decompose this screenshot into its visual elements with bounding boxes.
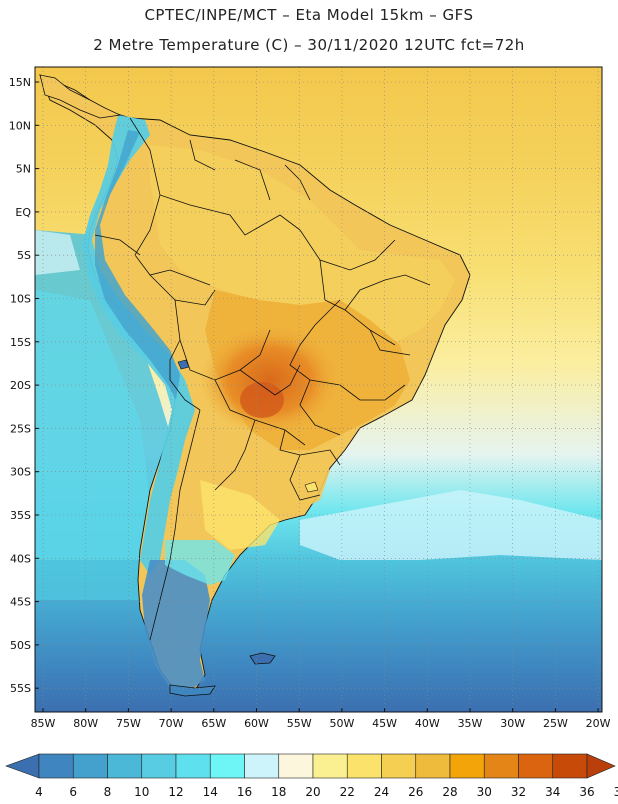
lat-label: EQ <box>15 206 31 219</box>
hottest-spot <box>240 382 284 418</box>
lon-label: 30W <box>500 717 525 730</box>
hottest-core <box>200 325 340 435</box>
colorbar-swatch <box>552 753 588 779</box>
lon-label: 55W <box>287 717 312 730</box>
lat-label: 5N <box>16 163 31 176</box>
patagonia-transition-zone <box>165 540 235 585</box>
chart-subtitle: 2 Metre Temperature (C) – 30/11/2020 12U… <box>93 36 525 54</box>
lat-label: 55S <box>10 682 31 695</box>
lon-label: 60W <box>244 717 269 730</box>
colorbar-swatch <box>449 753 485 779</box>
colorbar-label: 36 <box>579 785 594 799</box>
longitude-labels: 85W 80W 75W 70W 65W 60W 55W 50W 45W 40W 35W 30W 25W 2… <box>31 708 611 730</box>
lat-label: 5S <box>17 249 31 262</box>
country-borders <box>94 117 431 641</box>
colorbar-swatch <box>72 753 108 779</box>
lon-label: 65W <box>201 717 226 730</box>
colorbar-label: 12 <box>168 785 183 799</box>
colorbar-swatch <box>107 753 143 779</box>
latitude-labels: 15N 10N 5N EQ 5S 10S 15S 20S 25S 30S 35S 40S 45S 50S 5… <box>9 76 39 695</box>
patagonia-cool-zone <box>142 560 210 690</box>
lat-label: 35S <box>10 509 31 522</box>
colorbar-swatch <box>346 753 382 779</box>
map-field <box>35 67 602 712</box>
lat-label: 25S <box>10 422 31 435</box>
colorbar-swatch <box>415 753 451 779</box>
colorbar-swatch <box>38 753 74 779</box>
colorbar-label: 16 <box>237 785 252 799</box>
colorbar-arrow-left <box>5 753 40 779</box>
colorbar: 4 6 8 10 12 14 16 18 20 22 24 26 28 30 32 34 36 38 <box>5 753 618 799</box>
colorbar-swatch <box>175 753 211 779</box>
lat-label: 30S <box>10 466 31 479</box>
colorbar-label: 30 <box>477 785 492 799</box>
colorbar-label: 32 <box>511 785 526 799</box>
chart-title: CPTEC/INPE/MCT – Eta Model 15km – GFS <box>144 6 474 24</box>
lat-label: 15N <box>9 76 31 89</box>
colorbar-label: 14 <box>203 785 218 799</box>
colorbar-swatch <box>244 753 280 779</box>
lon-label: 70W <box>159 717 184 730</box>
colorbar-swatch <box>381 753 417 779</box>
colorbar-swatch <box>483 753 519 779</box>
lon-label: 45W <box>372 717 397 730</box>
colorbar-label: 38 <box>614 785 618 799</box>
colorbar-label: 20 <box>305 785 320 799</box>
lagoa-dos-patos <box>304 481 319 493</box>
southern-brazil-zone <box>240 450 330 515</box>
colorbar-label: 34 <box>545 785 560 799</box>
colorbar-label: 24 <box>374 785 389 799</box>
andes-coldest-strip <box>95 130 180 400</box>
graticule <box>35 67 602 712</box>
colorbar-label: 8 <box>104 785 112 799</box>
central-america-land <box>39 74 122 119</box>
colorbar-label: 18 <box>271 785 286 799</box>
pacific-warm-edge <box>35 230 80 275</box>
lat-label: 10S <box>10 293 31 306</box>
lat-label: 50S <box>10 639 31 652</box>
colorbar-label: 4 <box>35 785 43 799</box>
lon-label: 85W <box>31 717 56 730</box>
lon-label: 25W <box>543 717 568 730</box>
colorbar-label: 10 <box>134 785 149 799</box>
lon-label: 35W <box>458 717 483 730</box>
colorbar-arrow-right <box>586 753 616 779</box>
lake-titicaca <box>177 359 190 370</box>
colorbar-swatch <box>209 753 245 779</box>
colorbar-swatch <box>141 753 177 779</box>
colorbar-swatch <box>278 753 314 779</box>
colorbar-label: 28 <box>442 785 457 799</box>
colorbar-label: 6 <box>69 785 77 799</box>
amazon-warm-zone <box>150 145 455 345</box>
pacific-cool-band-inner <box>35 290 150 560</box>
colorbar-label: 22 <box>340 785 355 799</box>
lat-label: 40S <box>10 552 31 565</box>
pampas-warm-zone <box>200 480 280 550</box>
lon-label: 50W <box>329 717 354 730</box>
lat-label: 20S <box>10 379 31 392</box>
colorbar-swatch <box>518 753 554 779</box>
lat-label: 15S <box>10 336 31 349</box>
map-frame <box>34 66 603 713</box>
lon-label: 80W <box>73 717 98 730</box>
lon-label: 40W <box>415 717 440 730</box>
lat-label: 45S <box>10 596 31 609</box>
lat-label: 10N <box>9 119 31 132</box>
lon-label: 75W <box>116 717 141 730</box>
colorbar-swatch <box>312 753 348 779</box>
atlantic-light-patch <box>300 490 602 560</box>
colorbar-label: 26 <box>408 785 423 799</box>
lon-label: 20W <box>586 717 611 730</box>
